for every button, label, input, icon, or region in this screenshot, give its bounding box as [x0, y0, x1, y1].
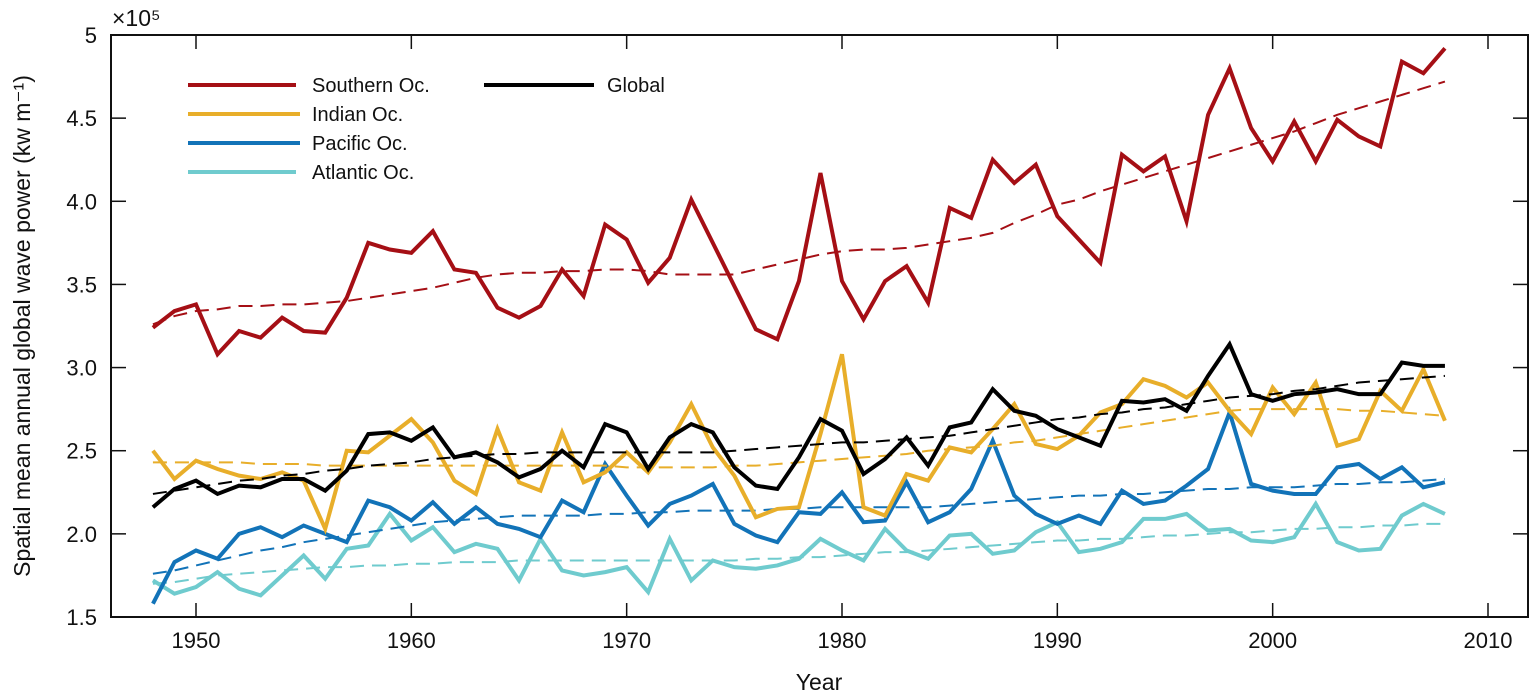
x-axis-label: Year — [796, 669, 843, 695]
x-tick-label: 1990 — [1033, 628, 1082, 653]
x-tick-label: 2000 — [1248, 628, 1297, 653]
legend-label-atlantic-oc: Atlantic Oc. — [312, 162, 414, 184]
legend-label-indian-oc: Indian Oc. — [312, 104, 403, 126]
plot-area — [151, 46, 1447, 605]
y-tick-label: 3.0 — [66, 356, 97, 381]
y-tick-label: 2.0 — [66, 522, 97, 547]
x-tick-label: 1970 — [602, 628, 651, 653]
trend-line-southern-oc — [152, 80, 1446, 326]
series-line-atlantic-oc — [151, 500, 1446, 598]
x-tick-label: 1980 — [818, 628, 867, 653]
y-tick-label: 5 — [85, 23, 97, 48]
series-line-indian-oc — [151, 353, 1447, 535]
plot-frame — [110, 34, 1529, 618]
x-tick-label: 1950 — [172, 628, 221, 653]
x-tick-label: 1960 — [387, 628, 436, 653]
y-axis-multiplier: ×10⁵ — [112, 5, 161, 31]
y-tick-label: 1.5 — [66, 605, 97, 630]
y-tick-label: 4.5 — [66, 106, 97, 131]
y-tick-label: 2.5 — [66, 439, 97, 464]
y-tick-label: 4.0 — [66, 189, 97, 214]
trend-line-atlantic-oc — [152, 522, 1445, 585]
y-axis-label: Spatial mean annual global wave power (k… — [9, 75, 35, 577]
axes: 1950 1960 1970 1980 1990 2000 2010 1.5 2.0 2.5 3.0… — [66, 23, 1529, 653]
legend-label-pacific-oc: Pacific Oc. — [312, 133, 408, 155]
series-line-southern-oc — [151, 46, 1447, 358]
trend-line-global — [152, 374, 1446, 495]
legend: Southern Oc. Indian Oc. Pacific Oc. Atlanti… — [188, 75, 665, 184]
legend-label-global: Global — [607, 75, 665, 97]
x-tick-label: 2010 — [1464, 628, 1513, 653]
series-line-global — [151, 340, 1445, 509]
y-tick-label: 3.5 — [66, 272, 97, 297]
legend-label-southern-oc: Southern Oc. — [312, 75, 430, 97]
